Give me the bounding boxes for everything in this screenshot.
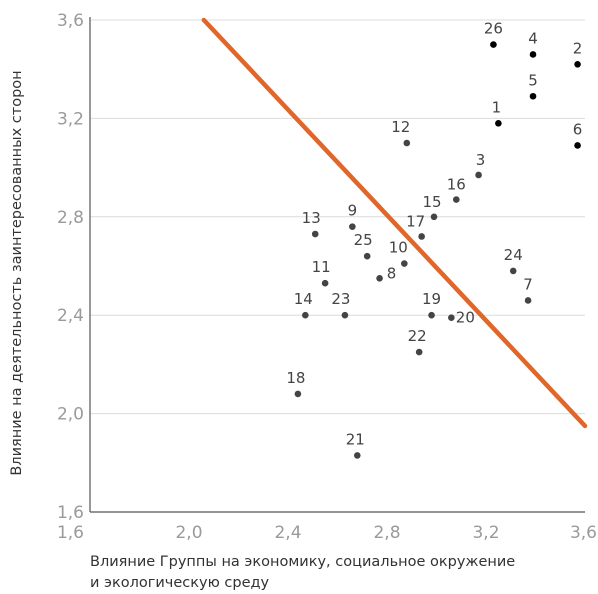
data-point-19 bbox=[428, 311, 435, 319]
data-point-26 bbox=[490, 41, 497, 48]
data-point-11 bbox=[321, 279, 329, 287]
point-label-20: 20 bbox=[456, 309, 475, 327]
point-label-2: 2 bbox=[573, 39, 583, 57]
data-point-21 bbox=[354, 452, 361, 459]
point-label-9: 9 bbox=[348, 202, 358, 220]
point-label-12: 12 bbox=[391, 118, 410, 136]
point-label-14: 14 bbox=[294, 290, 313, 308]
point-label-17: 17 bbox=[406, 212, 425, 230]
threshold-line bbox=[201, 17, 588, 429]
y-tick-label-2: 2,4 bbox=[57, 306, 84, 326]
point-label-13: 13 bbox=[302, 209, 321, 227]
point-label-5: 5 bbox=[528, 71, 538, 89]
x-axis-title: Влияние Группы на экономику, социальное … bbox=[90, 552, 595, 594]
point-label-22: 22 bbox=[408, 327, 427, 345]
data-point-5 bbox=[529, 92, 537, 100]
point-label-24: 24 bbox=[504, 246, 523, 264]
threshold-line-segment bbox=[201, 17, 588, 429]
y-tick-label-1: 2,0 bbox=[57, 405, 84, 425]
x-tick-label-5: 3,6 bbox=[570, 523, 597, 543]
data-point-7 bbox=[524, 297, 532, 304]
data-points: 1234567891011121314151617181920212223242… bbox=[286, 20, 582, 459]
y-tick-label-3: 2,8 bbox=[57, 208, 84, 228]
data-point-15 bbox=[430, 213, 438, 221]
data-point-12 bbox=[403, 139, 411, 147]
x-tick-labels: 1,6 2,0 2,4 2,8 3,2 3,6 bbox=[57, 523, 597, 543]
point-label-8: 8 bbox=[387, 264, 397, 282]
y-tick-label-5: 3,6 bbox=[57, 11, 84, 31]
data-point-6 bbox=[574, 142, 581, 149]
point-label-10: 10 bbox=[389, 239, 408, 257]
point-label-21: 21 bbox=[346, 430, 365, 448]
data-point-8 bbox=[376, 275, 383, 282]
point-label-23: 23 bbox=[331, 290, 350, 308]
data-point-14 bbox=[302, 311, 309, 319]
point-label-18: 18 bbox=[286, 369, 305, 387]
point-label-15: 15 bbox=[422, 193, 441, 211]
data-point-9 bbox=[349, 223, 356, 230]
point-label-6: 6 bbox=[573, 120, 583, 138]
data-point-17 bbox=[418, 233, 425, 240]
point-label-1: 1 bbox=[492, 98, 502, 116]
x-tick-label-0: 1,6 bbox=[57, 523, 84, 543]
data-point-16 bbox=[453, 196, 460, 203]
point-label-3: 3 bbox=[476, 151, 486, 169]
point-label-25: 25 bbox=[354, 231, 373, 249]
point-label-11: 11 bbox=[312, 258, 331, 276]
data-point-25 bbox=[363, 252, 371, 260]
x-axis-title-line-2: и экологическую среду bbox=[90, 575, 270, 591]
y-axis-title: Влияние на деятельность заинтересованных… bbox=[9, 70, 25, 475]
x-tick-label-1: 2,0 bbox=[175, 523, 202, 543]
data-point-2 bbox=[574, 60, 581, 68]
point-label-19: 19 bbox=[422, 290, 441, 308]
data-point-4 bbox=[529, 51, 537, 58]
x-tick-label-2: 2,4 bbox=[274, 523, 301, 543]
y-tick-label-4: 3,2 bbox=[57, 109, 84, 129]
grid-lines bbox=[90, 19, 585, 415]
data-point-20 bbox=[448, 314, 455, 321]
data-point-13 bbox=[311, 230, 319, 238]
point-label-4: 4 bbox=[528, 29, 538, 47]
y-tick-label-0: 1,6 bbox=[57, 503, 84, 523]
data-point-23 bbox=[341, 311, 349, 319]
y-tick-labels: 1,6 2,0 2,4 2,8 3,2 3,6 bbox=[57, 11, 84, 523]
x-tick-label-3: 2,8 bbox=[373, 523, 400, 543]
point-label-16: 16 bbox=[447, 176, 466, 194]
data-point-10 bbox=[401, 260, 408, 267]
point-label-7: 7 bbox=[523, 275, 533, 293]
x-tick-label-4: 3,2 bbox=[472, 523, 499, 543]
data-point-24 bbox=[509, 267, 517, 275]
data-point-3 bbox=[475, 171, 482, 179]
point-label-26: 26 bbox=[484, 20, 503, 38]
data-point-1 bbox=[495, 120, 502, 127]
x-axis-title-line-1: Влияние Группы на экономику, социальное … bbox=[90, 554, 516, 570]
data-point-18 bbox=[294, 390, 302, 398]
data-point-22 bbox=[415, 348, 423, 356]
axes bbox=[89, 17, 585, 513]
